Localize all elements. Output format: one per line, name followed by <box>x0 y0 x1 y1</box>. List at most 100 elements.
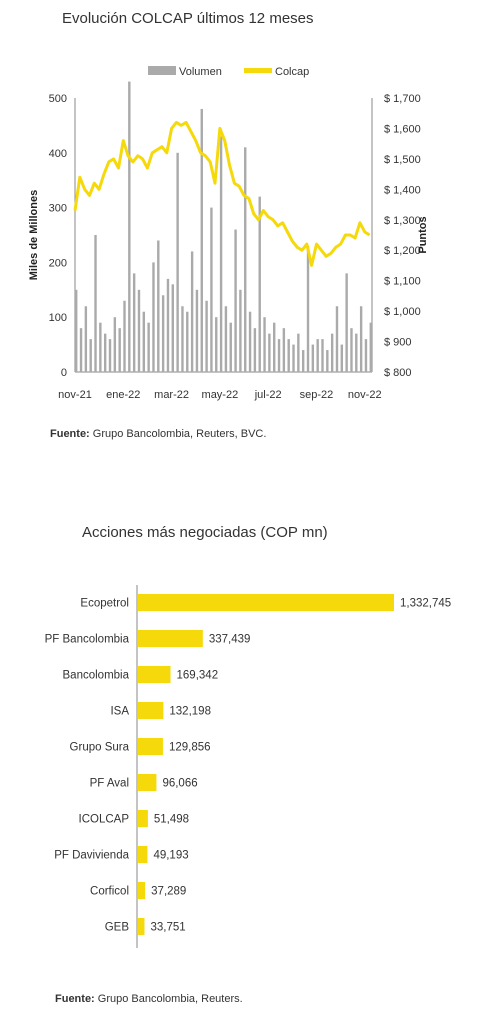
x-tick-label: nov-22 <box>348 389 382 401</box>
acciones-bar <box>138 630 203 647</box>
x-tick-label: mar-22 <box>154 389 189 401</box>
volumen-bar <box>301 350 305 372</box>
value-label: 337,439 <box>209 634 251 646</box>
volumen-bar <box>359 306 363 372</box>
volumen-bar <box>219 136 223 372</box>
volumen-bar <box>350 328 353 372</box>
volumen-bar <box>215 317 218 372</box>
acciones-bar <box>138 594 394 611</box>
volumen-bar <box>84 306 88 372</box>
category-label: PF Bancolombia <box>45 634 130 646</box>
volumen-bar <box>335 306 339 372</box>
value-label: 37,289 <box>151 886 186 898</box>
volumen-bar <box>99 322 102 372</box>
chart2-source-text: Grupo Bancolombia, Reuters. <box>94 993 243 1005</box>
volumen-bar <box>330 333 334 372</box>
x-tick-label: ene-22 <box>106 389 140 401</box>
left-tick-label: 100 <box>49 312 67 324</box>
acciones-bar <box>138 666 171 683</box>
right-tick-label: $ 800 <box>384 367 412 379</box>
chart2-source-label: Fuente: <box>55 993 95 1005</box>
volumen-bar <box>355 333 358 372</box>
right-tick-label: $ 900 <box>384 337 412 349</box>
category-label: Ecopetrol <box>80 598 129 610</box>
volumen-bar <box>340 344 344 372</box>
volumen-bar <box>258 196 261 372</box>
right-tick-label: $ 1,700 <box>384 93 421 105</box>
acciones-bar <box>138 810 148 827</box>
acciones-bar <box>138 846 148 863</box>
value-label: 1,332,745 <box>400 598 451 610</box>
volumen-bar <box>94 235 97 372</box>
volumen-bar <box>364 339 368 372</box>
volumen-bar <box>292 344 295 372</box>
legend-volumen-swatch <box>148 66 176 75</box>
volumen-bar <box>200 108 203 373</box>
volumen-bar <box>234 229 237 372</box>
category-label: Corficol <box>90 886 129 898</box>
category-label: PF Aval <box>90 778 129 790</box>
acciones-bar <box>138 738 163 755</box>
value-label: 169,342 <box>177 670 219 682</box>
volumen-bar <box>248 311 252 372</box>
category-label: Grupo Sura <box>70 742 130 754</box>
volumen-bar <box>369 322 372 372</box>
volumen-bar <box>181 306 184 372</box>
right-tick-label: $ 1,300 <box>384 215 421 227</box>
volumen-bar <box>176 152 179 372</box>
volumen-bar <box>137 289 141 372</box>
right-tick-label: $ 1,200 <box>384 245 421 257</box>
chart1-title: Evolución COLCAP últimos 12 meses <box>62 10 314 27</box>
legend-volumen-label: Volumen <box>179 66 222 78</box>
value-label: 51,498 <box>154 814 189 826</box>
volumen-bar <box>142 311 146 372</box>
volumen-bar <box>297 333 300 372</box>
volumen-bar <box>75 289 78 372</box>
colcap-chart: Volumen Colcap 0 100 200 300 400 500 $ 800 $ 9… <box>28 66 429 401</box>
volumen-bar <box>273 322 276 372</box>
value-label: 129,856 <box>169 742 211 754</box>
volumen-bar <box>147 322 150 372</box>
volumen-bar <box>277 339 281 372</box>
volumen-bar <box>108 339 112 372</box>
volumen-bar <box>306 245 310 372</box>
category-label: ISA <box>110 706 129 718</box>
value-label: 49,193 <box>153 850 188 862</box>
volumen-bar <box>157 240 160 372</box>
acciones-bar <box>138 918 145 935</box>
volumen-bar <box>118 328 121 372</box>
volumen-bar <box>186 311 189 372</box>
x-tick-label: sep-22 <box>300 389 334 401</box>
volumen-bar <box>239 289 242 372</box>
chart1-source: Fuente: Grupo Bancolombia, Reuters, BVC. <box>50 428 266 440</box>
x-tick-label: jul-22 <box>254 389 282 401</box>
left-axis-title: Miles de Millones <box>28 190 40 280</box>
left-tick-label: 300 <box>49 203 67 215</box>
chart1-source-text: Grupo Bancolombia, Reuters, BVC. <box>89 428 267 440</box>
left-tick-label: 200 <box>49 257 67 269</box>
colcap-line <box>73 120 371 267</box>
chart1-source-label: Fuente: <box>50 428 90 440</box>
right-tick-label: $ 1,400 <box>384 184 421 196</box>
acciones-bar <box>138 702 164 719</box>
category-label: Bancolombia <box>63 670 130 682</box>
volumen-bar <box>229 322 232 372</box>
volumen-bar <box>205 300 208 372</box>
left-tick-label: 500 <box>49 93 67 105</box>
volumen-bar <box>190 251 194 372</box>
chart2-title: Acciones más negociadas (COP mn) <box>82 524 328 541</box>
volumen-bar <box>103 333 107 372</box>
volumen-bar <box>161 295 165 372</box>
right-tick-label: $ 1,500 <box>384 154 421 166</box>
acciones-bar <box>138 774 157 791</box>
legend-colcap-label: Colcap <box>275 66 309 78</box>
volumen-bar <box>224 306 228 372</box>
volumen-bar <box>345 273 348 372</box>
volumen-bar <box>316 339 319 372</box>
volumen-bar <box>152 262 155 372</box>
volumen-bar <box>123 300 126 372</box>
category-label: PF Davivienda <box>54 850 129 862</box>
chart1-legend: Volumen Colcap <box>148 66 309 78</box>
volumen-bar <box>132 273 136 372</box>
volumen-bar <box>311 344 315 372</box>
